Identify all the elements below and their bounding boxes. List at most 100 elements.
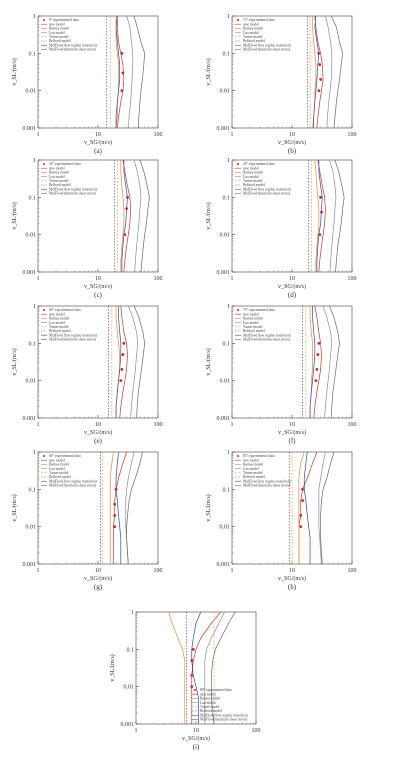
x-tick-label: 100 [348,276,357,282]
legend-entry: Luo model [49,467,65,471]
series-group [306,16,344,128]
x-axis-label: v_SG/(m/s) [84,139,112,146]
experimental-point [317,51,321,55]
legend-entry: Luo model [243,31,259,35]
x-tick-label: 100 [154,568,163,574]
x-tick-label: 1 [37,276,40,282]
panel-e: 1 10 100 1 0.1 0.01 0.001 v_SG/(m/s) v_SL/(m/s) (… [11,304,163,445]
series-line-mulflow-flow-regime-transition- [303,452,311,564]
y-tick-label: 0.1 [223,51,231,57]
y-axis-label: v_SL/(m/s) [11,58,18,85]
y-tick-label: 0.1 [29,51,37,57]
legend-entry: Luo model [243,175,259,179]
panel-caption: (i) [193,743,200,751]
experimental-point [113,525,117,529]
legend-marker [43,19,45,21]
y-tick-label: 1 [227,304,230,310]
y-tick-label: 0.01 [124,685,135,691]
y-tick-label: 0.1 [29,195,37,201]
experimental-point [191,647,195,651]
legend-entry: Turner model [243,471,263,475]
legend-marker [43,455,45,457]
legend-entry: Barnea model [49,463,69,467]
series-line-mulflow-flow-regime-transition- [316,160,323,272]
legend-entry: MulFlow(minimum shear stress) [49,48,97,52]
series-line-mulflow-minimum-shear-stress- [133,16,146,128]
experimental-point [299,525,303,529]
x-tick-label: 1 [231,568,234,574]
series-line-new-model [119,306,128,418]
series-line-mulflow-flow-regime-transition- [309,306,316,418]
x-tick-label: 10 [289,276,295,282]
legend-marker [43,309,45,311]
series-group [106,16,146,128]
series-line-new-model [122,160,131,272]
series-line-mulflow-minimum-shear-stress- [126,452,143,564]
series-line-mulflow-minimum-shear-stress- [330,16,344,128]
series-group [108,306,146,418]
series-line-luo-model [318,452,326,564]
panel-caption: (a) [94,147,102,155]
legend-entry: MulFlow(flow regime transition) [49,187,98,191]
legend-entry: new model [200,692,216,696]
legend-entry: 45° experimental data [243,162,275,166]
series-line-luo-model [126,16,134,128]
series-line-mulflow-minimum-shear-stress- [329,306,340,418]
legend-entry: new model [49,312,65,316]
series-line-new-model [112,452,127,564]
y-axis-label: v_SL/(m/s) [205,494,212,521]
legend-entry: 88° experimental data [200,688,232,692]
legend-entry: Barnea model [243,27,263,31]
series-line-mulflow-minimum-shear-stress- [139,160,150,272]
legend-entry: new model [243,458,259,462]
series-line-barnea-model [115,16,119,128]
legend-entry: Turner model [200,705,220,709]
experimental-point [120,89,124,93]
x-tick-label: 1 [135,728,138,734]
legend-entry: Turner model [243,35,263,39]
panel-i: 1 10 100 1 0.1 0.01 0.001 v_SG/(m/s) v_SL/(m/s) (… [109,610,261,751]
y-axis-label: v_SL/(m/s) [205,202,212,229]
y-tick-label: 0.1 [223,487,231,493]
legend-entry: Belfroid model [243,39,265,43]
experimental-point [123,233,127,237]
x-tick-label: 10 [193,728,199,734]
legend-entry: Barnea model [200,697,220,701]
x-tick-label: 1 [231,132,234,138]
legend-marker [237,455,239,457]
x-tick-label: 1 [231,422,234,428]
y-tick-label: 0.001 [217,270,231,276]
x-tick-label: 1 [37,132,40,138]
series-line-mulflow-flow-regime-transition- [191,612,202,724]
experimental-point [190,659,194,662]
series-line-luo-model [329,160,337,272]
legend-entry: MulFlow(flow regime transition) [243,333,292,337]
legend-marker [237,163,239,165]
legend-entry: Luo model [49,321,65,325]
panel-a: 1 10 100 1 0.1 0.01 0.001 v_SG/(m/s) v_SL/(m/s) (… [11,14,163,155]
series-group [114,160,150,272]
legend-entry: Luo model [49,31,65,35]
legend-entry: Belfroid model [243,329,265,333]
y-tick-label: 0.001 [23,126,37,132]
series-group [288,452,335,564]
y-axis-label: v_SL/(m/s) [11,202,18,229]
experimental-point [318,233,322,237]
legend-entry: Belfroid model [200,709,222,713]
legend-entry: MulFlow(minimum shear stress) [243,48,291,52]
series-line-luo-model [325,16,333,128]
x-tick-label: 10 [289,132,295,138]
legend-entry: Barnea model [49,171,69,175]
legend-entry: new model [243,166,259,170]
experimental-point [190,674,194,677]
series-line-barnea-model [109,452,114,564]
x-axis-label: v_SG/(m/s) [84,283,112,290]
legend-entry: Belfroid model [49,183,71,187]
legend-entry: MulFlow(minimum shear stress) [243,192,291,196]
series-line-mulflow-minimum-shear-stress- [334,160,345,272]
legend-entry: 80° experimental data [49,454,81,458]
